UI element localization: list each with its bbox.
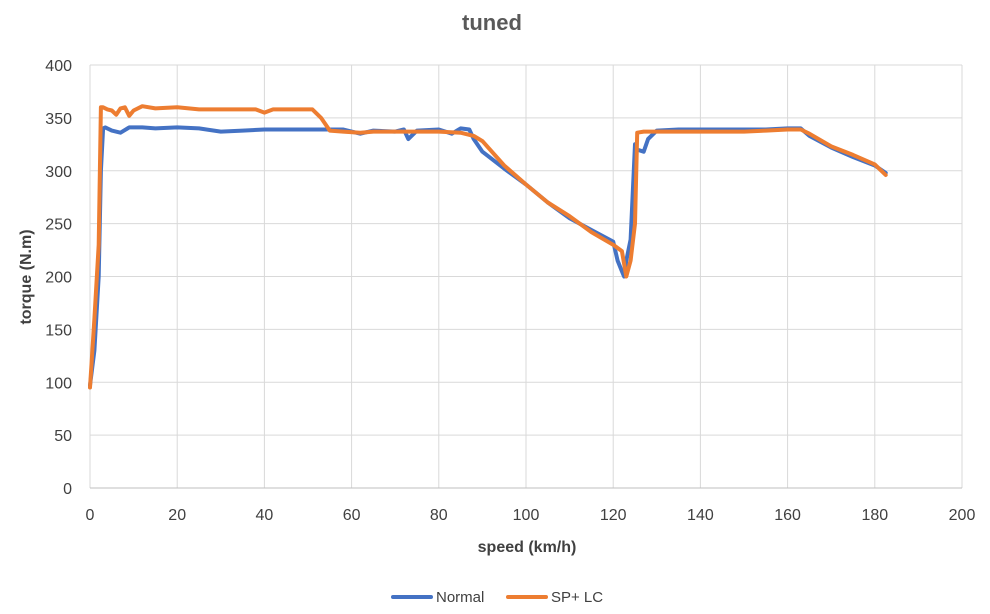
y-tick-label: 250 (45, 217, 72, 234)
x-tick-label: 60 (343, 507, 361, 524)
y-axis-ticks: 0 50 100 150 200 250 300 350 400 (45, 58, 72, 498)
x-tick-label: 20 (168, 507, 186, 524)
x-tick-label: 120 (600, 507, 627, 524)
x-tick-label: 80 (430, 507, 448, 524)
x-tick-label: 200 (949, 507, 976, 524)
y-tick-label: 200 (45, 270, 72, 287)
x-tick-label: 140 (687, 507, 714, 524)
x-tick-label: 0 (86, 507, 95, 524)
y-tick-label: 300 (45, 164, 72, 181)
x-tick-label: 100 (513, 507, 540, 524)
legend-label-sp-lc: SP+ LC (551, 589, 603, 606)
y-tick-label: 100 (45, 375, 72, 392)
y-axis-title: torque (N.m) (18, 229, 35, 324)
gridlines (89, 64, 963, 489)
x-tick-label: 180 (861, 507, 888, 524)
y-tick-label: 0 (63, 481, 72, 498)
x-tick-label: 40 (256, 507, 274, 524)
series-lines (88, 104, 888, 390)
chart-title: tuned (462, 10, 522, 35)
x-tick-label: 160 (774, 507, 801, 524)
x-axis-title: speed (km/h) (478, 539, 577, 556)
legend-label-normal: Normal (436, 589, 484, 606)
y-tick-label: 50 (54, 428, 72, 445)
series-line-sp-lc (88, 104, 888, 390)
x-axis-ticks: 0 20 40 60 80 100 120 140 160 180 200 (86, 507, 976, 524)
y-tick-label: 150 (45, 322, 72, 339)
y-tick-label: 350 (45, 111, 72, 128)
y-tick-label: 400 (45, 58, 72, 75)
legend: Normal SP+ LC (391, 589, 603, 606)
series-line-normal (88, 125, 888, 388)
